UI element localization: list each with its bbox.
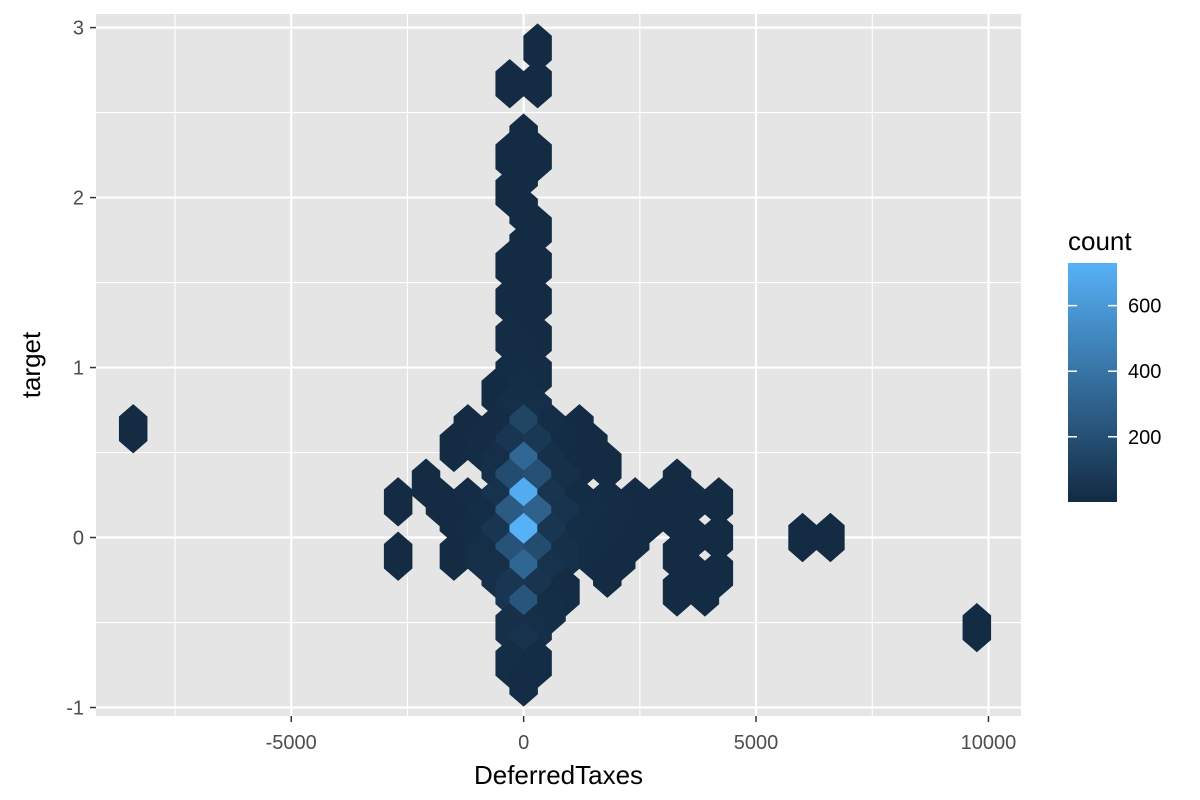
colorbar-tick-label: 600 <box>1128 296 1161 318</box>
y-tick-label: 1 <box>73 358 84 380</box>
x-tick-label: 10000 <box>961 732 1017 754</box>
hexbin-cell <box>523 59 552 109</box>
y-tick-label: 3 <box>73 18 84 40</box>
y-axis-title: target <box>16 331 46 398</box>
y-tick-label: -1 <box>66 698 84 720</box>
legend: count 200 400 600 <box>1068 226 1161 502</box>
x-tick-label: 0 <box>518 732 529 754</box>
y-tick-label: 0 <box>73 528 84 550</box>
hexbin-cell <box>690 567 720 617</box>
hexbin-cell <box>509 657 538 707</box>
x-axis-title: DeferredTaxes <box>474 760 643 790</box>
x-tick-label: -5000 <box>266 732 317 754</box>
hexbin-cell <box>383 531 413 581</box>
hexbin-layer <box>118 23 992 707</box>
hexbin-cell <box>962 602 992 653</box>
y-axis: -1 0 1 2 3 <box>66 18 96 720</box>
colorbar <box>1068 263 1117 502</box>
colorbar-tick-label: 200 <box>1128 427 1161 449</box>
hexbin-cell <box>118 404 148 454</box>
x-tick-label: 5000 <box>734 732 779 754</box>
y-tick-label: 2 <box>73 188 84 210</box>
hexbin-cell <box>816 512 845 563</box>
legend-title: count <box>1068 226 1132 256</box>
colorbar-tick-label: 400 <box>1128 361 1161 383</box>
colorbar-ticks: 200 400 600 <box>1068 296 1161 449</box>
hexbin-cell <box>593 548 622 598</box>
hexbin-cell <box>383 477 413 527</box>
x-axis: -5000 0 5000 10000 <box>266 716 1017 754</box>
